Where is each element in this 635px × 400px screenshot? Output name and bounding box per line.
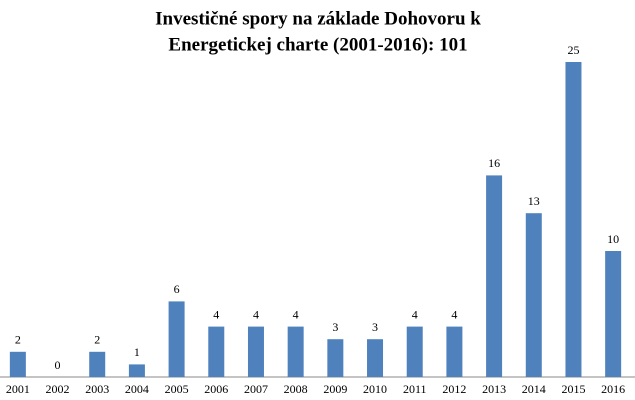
data-label: 25 [567,43,579,57]
data-label: 16 [488,156,500,170]
bar [486,175,503,377]
bar [446,326,463,377]
x-tick-label: 2003 [85,382,109,396]
bar [128,364,145,377]
data-label: 4 [213,307,219,321]
bar [89,351,106,377]
bar [247,326,264,377]
x-tick-label: 2004 [125,382,149,396]
data-label: 2 [15,333,21,347]
x-tick-label: 2008 [284,382,308,396]
data-label: 3 [372,320,378,334]
data-label: 1 [134,345,140,359]
chart-title-line: Energetickej charte (2001-2016): 101 [168,34,467,55]
x-tick-label: 2002 [46,382,70,396]
data-label: 4 [253,307,259,321]
chart-title-line: Investičné spory na základe Dohovoru k [155,8,481,29]
bar [367,339,384,377]
bar [565,62,582,377]
x-tick-label: 2001 [6,382,30,396]
data-label: 4 [293,307,299,321]
bar [525,213,542,377]
bar [406,326,423,377]
x-tick-label: 2011 [403,382,427,396]
bar [208,326,225,377]
data-label: 10 [607,232,619,246]
x-tick-label: 2012 [442,382,466,396]
data-label: 3 [332,320,338,334]
x-tick-label: 2013 [482,382,506,396]
data-label: 0 [55,358,61,372]
bar [168,301,185,377]
x-tick-label: 2007 [244,382,268,396]
bar [9,351,26,377]
data-label: 4 [412,307,418,321]
data-label: 4 [451,307,457,321]
data-label: 2 [94,333,100,347]
bar [605,251,622,377]
x-tick-label: 2014 [522,382,546,396]
bar [327,339,344,377]
bar [287,326,304,377]
x-tick-label: 2006 [204,382,228,396]
x-tick-label: 2016 [601,382,625,396]
x-tick-label: 2015 [561,382,585,396]
x-tick-label: 2009 [323,382,347,396]
x-tick-label: 2005 [165,382,189,396]
data-label: 13 [528,194,540,208]
x-tick-label: 2010 [363,382,387,396]
data-label: 6 [174,282,180,296]
